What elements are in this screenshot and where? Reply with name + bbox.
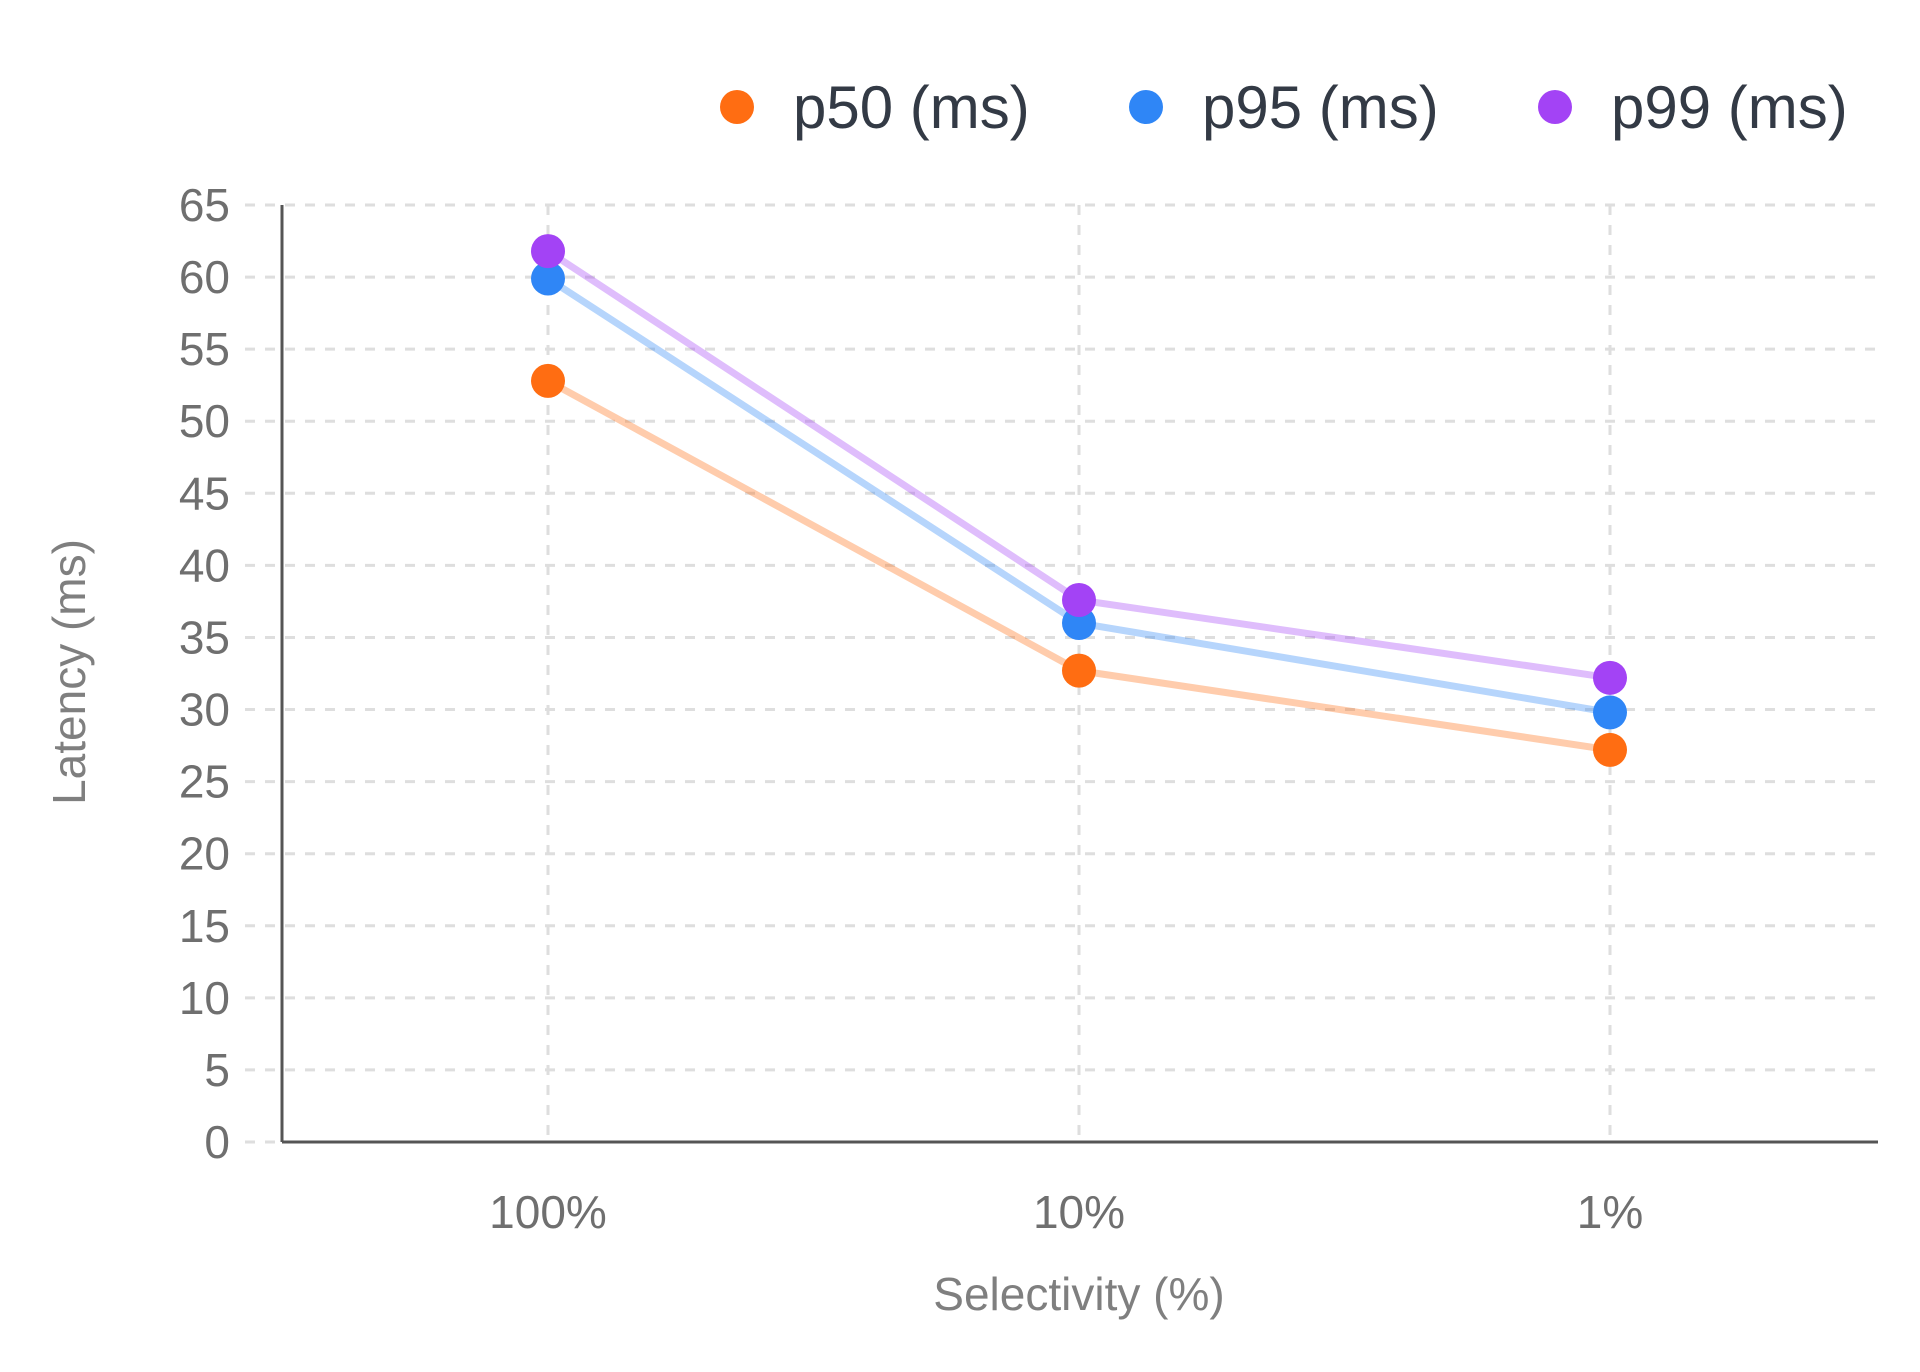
y-tick-label: 50 — [179, 395, 230, 447]
x-tick-label: 100% — [489, 1186, 607, 1238]
data-point-series-1[interactable] — [1593, 732, 1627, 767]
x-axis-title: Selectivity (%) — [933, 1268, 1224, 1320]
data-point-series-1[interactable] — [1062, 653, 1096, 688]
y-tick-label: 0 — [204, 1116, 230, 1168]
legend-item[interactable]: p99 (ms) — [1538, 74, 1848, 141]
legend-item[interactable]: p50 (ms) — [720, 74, 1030, 141]
y-axis-title: Latency (ms) — [43, 539, 95, 805]
legend-label: p50 (ms) — [793, 74, 1030, 141]
y-tick-label: 65 — [179, 179, 230, 231]
y-tick-label: 15 — [179, 900, 230, 952]
legend-item[interactable]: p95 (ms) — [1129, 74, 1439, 141]
grid-lines — [245, 203, 1878, 1144]
y-tick-label: 60 — [179, 251, 230, 303]
y-tick-labels: 0 5 10 15 20 25 30 35 40 45 50 55 60 65 — [179, 179, 230, 1168]
x-tick-label: 1% — [1577, 1186, 1643, 1238]
data-point-series-2[interactable] — [1593, 695, 1627, 730]
data-point-series-3[interactable] — [1593, 660, 1627, 695]
y-tick-label: 5 — [204, 1044, 230, 1096]
y-tick-label: 25 — [179, 756, 230, 808]
x-tick-label: 10% — [1033, 1186, 1125, 1238]
data-point-series-2[interactable] — [531, 261, 565, 296]
legend-marker — [1538, 90, 1572, 124]
data-point-series-3[interactable] — [531, 234, 565, 269]
legend-marker — [1129, 90, 1163, 124]
x-tick-labels: 100% 10% 1% — [489, 1186, 1643, 1238]
y-tick-label: 10 — [179, 972, 230, 1024]
series-points — [531, 234, 1627, 767]
legend-label: p99 (ms) — [1611, 74, 1848, 141]
axes — [280, 205, 1878, 1144]
legend-marker — [720, 90, 754, 124]
data-point-series-1[interactable] — [531, 363, 565, 398]
data-point-series-3[interactable] — [1062, 582, 1096, 617]
legend-label: p95 (ms) — [1202, 74, 1439, 141]
y-tick-label: 55 — [179, 323, 230, 375]
legend: p50 (ms) p95 (ms) p99 (ms) — [720, 74, 1848, 141]
y-tick-label: 45 — [179, 467, 230, 519]
y-tick-label: 30 — [179, 684, 230, 736]
y-tick-label: 35 — [179, 611, 230, 663]
y-tick-label: 20 — [179, 828, 230, 880]
y-tick-label: 40 — [179, 539, 230, 591]
